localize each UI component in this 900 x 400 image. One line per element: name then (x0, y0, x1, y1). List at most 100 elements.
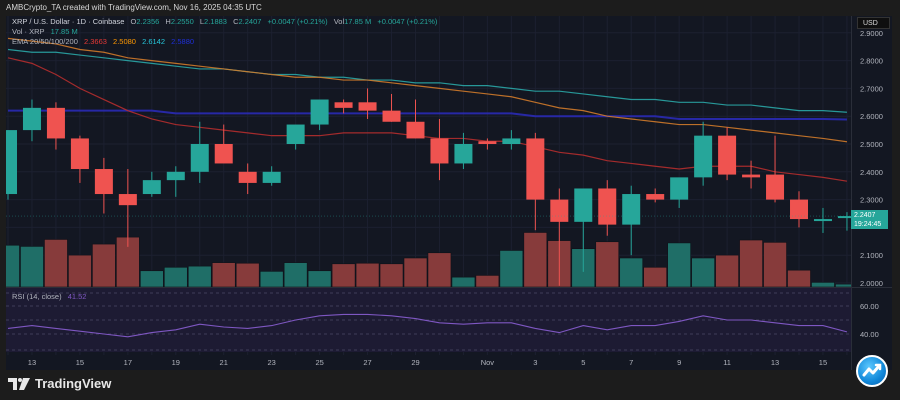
tradingview-logo: TradingView (8, 376, 111, 391)
time-axis-label: 13 (28, 358, 36, 367)
candle-body (382, 110, 401, 122)
time-axis-label: 7 (629, 358, 633, 367)
volume-bar (643, 266, 667, 288)
candle-body (766, 174, 785, 200)
low-value: 2.1883 (204, 17, 227, 26)
currency-button[interactable]: USD (857, 17, 890, 29)
chart-canvas[interactable]: 13 15 17 19 21 23 25 27 29 Nov 3 5 7 9 11 13 15 (0, 16, 859, 370)
time-axis-label: 13 (771, 358, 779, 367)
candle-body (598, 188, 617, 225)
volume-bar (763, 242, 787, 288)
candle-body (358, 102, 377, 111)
rsi-value: 41.52 (67, 292, 87, 301)
volume-bar (835, 283, 859, 288)
candle-body (670, 177, 689, 200)
watermark-header: AMBCrypto_TA created with TradingView.co… (6, 3, 262, 12)
ema50-line (7, 37, 848, 143)
tradingview-mark-icon (8, 377, 30, 390)
candle-body (262, 171, 281, 183)
volume-bar (787, 269, 811, 288)
candle-body (214, 144, 233, 164)
volume-bar (739, 239, 763, 288)
candle-body (0, 130, 17, 195)
price-axis-label: 2.7000 (860, 84, 883, 93)
ambcrypto-badge-icon (856, 355, 888, 387)
time-axis-label: 23 (267, 358, 275, 367)
candle-body (118, 194, 137, 206)
volume-bar (427, 252, 452, 288)
time-axis-label: 11 (723, 358, 731, 367)
ema20-value: 2.3663 (83, 37, 107, 46)
candle-body (622, 194, 641, 225)
bar-countdown: 19:24:45 (854, 221, 882, 229)
price-axis-label: 2.6000 (860, 112, 883, 121)
volume-bar (619, 257, 644, 288)
volume-series-label[interactable]: Vol · XRP (12, 27, 45, 36)
candle-body (286, 124, 305, 144)
rsi-axis-label: 60.00 (860, 302, 879, 311)
volume-bar (44, 239, 68, 288)
candle-body (718, 135, 737, 175)
ema-label[interactable]: EMA 20/50/100/200 (12, 37, 78, 46)
time-axis-label: 27 (363, 358, 371, 367)
candle-body (94, 169, 113, 195)
change-value: +0.0047 (+0.21%) (267, 17, 328, 26)
volume-bar (20, 246, 44, 288)
time-axis-label: 25 (315, 358, 323, 367)
ema200-value: 2.5880 (171, 37, 195, 46)
time-axis-label: Nov (481, 358, 495, 367)
time-axis-label: 17 (124, 358, 132, 367)
volume-bar (0, 244, 20, 288)
volume-bar (331, 263, 356, 288)
legend-volume: Vol · XRP 17.85 M (12, 27, 82, 36)
legend-rsi: RSI (14, close) 41.52 (12, 292, 90, 301)
volume-series-value: 17.85 M (50, 27, 78, 36)
price-axis[interactable]: 2.9000 2.8000 2.7000 2.6000 2.5000 2.4000 2.30… (851, 16, 892, 370)
price-axis-label: 2.9000 (860, 29, 883, 38)
rsi-label[interactable]: RSI (14, close) (12, 292, 62, 301)
candle-body (70, 138, 89, 170)
price-axis-label: 2.1000 (860, 251, 883, 260)
volume-bar (811, 282, 835, 288)
open-value: 2.2356 (136, 17, 160, 26)
candle-body (334, 102, 353, 108)
volume-bar (211, 262, 236, 288)
time-axis-label: 29 (411, 358, 419, 367)
candle-body (526, 138, 545, 200)
time-axis-label: 15 (819, 358, 827, 367)
candle-body (22, 107, 41, 131)
tradingview-brand-text: TradingView (35, 376, 112, 391)
volume-bar (451, 276, 476, 288)
price-axis-label: 2.8000 (860, 57, 883, 66)
volume-bar (283, 262, 308, 288)
price-chart[interactable]: 13 15 17 19 21 23 25 27 29 Nov 3 5 7 9 11 13 15 (0, 16, 859, 370)
volume-bar (187, 265, 212, 288)
candle-body (430, 138, 449, 164)
rsi-axis-label: 40.00 (860, 330, 879, 339)
volume-bar (140, 270, 164, 288)
candle-body (238, 171, 257, 183)
volume-bar (163, 266, 188, 288)
candle-body (694, 135, 713, 178)
open-label: O (130, 17, 137, 26)
candle-body (550, 199, 569, 222)
volume-bar (68, 254, 92, 288)
price-axis-label: 2.5000 (860, 140, 883, 149)
volume-bar (379, 263, 404, 288)
candle-body (646, 194, 665, 200)
close-value: 2.2407 (238, 17, 262, 26)
volume-bar (355, 262, 380, 288)
volume-bar (259, 271, 284, 288)
time-axis-label: 3 (533, 358, 537, 367)
vol-label: Vol (333, 17, 345, 26)
candle-body (406, 121, 425, 139)
time-axis-label: 21 (220, 358, 228, 367)
candle-body (837, 216, 856, 219)
symbol-name[interactable]: XRP / U.S. Dollar · 1D · Coinbase (12, 17, 125, 26)
volume-bar (475, 275, 500, 288)
volume-bar (595, 241, 620, 288)
legend-ema: EMA 20/50/100/200 2.3663 2.5080 2.6142 2… (12, 37, 198, 46)
candle-body (574, 188, 593, 222)
candle-body (46, 107, 65, 139)
candle-body (166, 171, 185, 181)
